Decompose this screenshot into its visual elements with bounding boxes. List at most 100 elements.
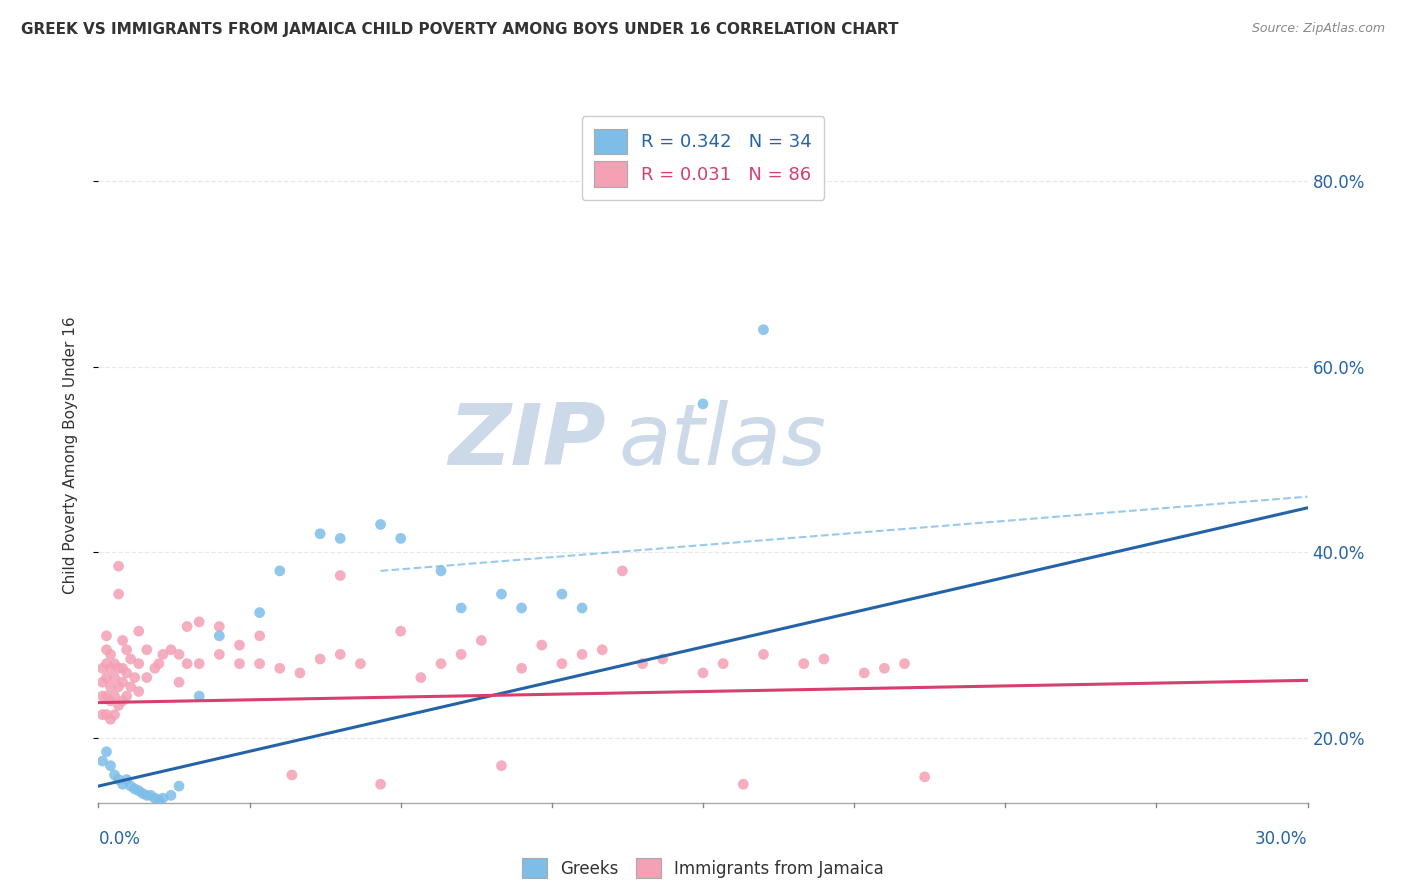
Point — [409, 671, 432, 685]
Point — [100, 680, 122, 694]
Point — [329, 568, 352, 582]
Point — [188, 615, 211, 629]
Point — [309, 526, 332, 541]
Point — [96, 745, 118, 759]
Point — [128, 783, 150, 797]
Point — [249, 606, 271, 620]
Point — [128, 624, 150, 639]
Point — [91, 707, 114, 722]
Point — [167, 648, 190, 662]
Point — [115, 689, 138, 703]
Point — [430, 657, 453, 671]
Point — [115, 642, 138, 657]
Text: GREEK VS IMMIGRANTS FROM JAMAICA CHILD POVERTY AMONG BOYS UNDER 16 CORRELATION C: GREEK VS IMMIGRANTS FROM JAMAICA CHILD P… — [21, 22, 898, 37]
Point — [96, 629, 118, 643]
Point — [128, 684, 150, 698]
Point — [120, 652, 142, 666]
Point — [208, 619, 231, 633]
Point — [96, 689, 118, 703]
Point — [389, 624, 412, 639]
Point — [148, 793, 170, 807]
Point — [793, 657, 815, 671]
Point — [510, 661, 533, 675]
Point — [103, 657, 125, 671]
Point — [491, 758, 513, 772]
Point — [91, 689, 114, 703]
Point — [813, 652, 835, 666]
Point — [107, 661, 129, 675]
Point — [571, 601, 593, 615]
Point — [591, 642, 613, 657]
Point — [208, 629, 231, 643]
Point — [91, 675, 114, 690]
Point — [551, 657, 574, 671]
Point — [269, 564, 291, 578]
Point — [135, 671, 157, 685]
Point — [100, 661, 122, 675]
Point — [152, 648, 174, 662]
Point — [329, 532, 352, 546]
Text: atlas: atlas — [619, 400, 827, 483]
Point — [530, 638, 553, 652]
Point — [115, 665, 138, 680]
Text: ZIP: ZIP — [449, 400, 606, 483]
Point — [120, 779, 142, 793]
Point — [107, 772, 129, 787]
Point — [100, 758, 122, 772]
Point — [176, 657, 198, 671]
Point — [103, 671, 125, 685]
Point — [752, 648, 775, 662]
Point — [167, 779, 190, 793]
Point — [96, 657, 118, 671]
Point — [651, 652, 673, 666]
Point — [281, 768, 304, 782]
Point — [128, 657, 150, 671]
Point — [120, 680, 142, 694]
Point — [107, 587, 129, 601]
Point — [873, 661, 896, 675]
Point — [139, 789, 162, 803]
Point — [111, 661, 134, 675]
Point — [111, 633, 134, 648]
Point — [100, 648, 122, 662]
Point — [692, 665, 714, 680]
Point — [752, 323, 775, 337]
Point — [96, 642, 118, 657]
Point — [370, 777, 392, 791]
Point — [124, 781, 146, 796]
Text: 30.0%: 30.0% — [1256, 830, 1308, 847]
Point — [612, 564, 634, 578]
Point — [228, 638, 250, 652]
Point — [853, 665, 876, 680]
Point — [249, 629, 271, 643]
Text: 0.0%: 0.0% — [98, 830, 141, 847]
Point — [430, 564, 453, 578]
Point — [208, 648, 231, 662]
Point — [389, 532, 412, 546]
Point — [103, 768, 125, 782]
Point — [107, 559, 129, 574]
Point — [914, 770, 936, 784]
Point — [450, 648, 472, 662]
Point — [733, 777, 755, 791]
Point — [450, 601, 472, 615]
Point — [167, 675, 190, 690]
Point — [329, 648, 352, 662]
Point — [107, 698, 129, 713]
Point — [107, 680, 129, 694]
Point — [96, 707, 118, 722]
Point — [111, 777, 134, 791]
Point — [309, 652, 332, 666]
Point — [96, 671, 118, 685]
Point — [152, 791, 174, 805]
Legend: Greeks, Immigrants from Jamaica: Greeks, Immigrants from Jamaica — [516, 851, 890, 885]
Point — [571, 648, 593, 662]
Point — [470, 633, 492, 648]
Point — [111, 694, 134, 708]
Y-axis label: Child Poverty Among Boys Under 16: Child Poverty Among Boys Under 16 — [63, 316, 77, 594]
Point — [124, 671, 146, 685]
Point — [491, 587, 513, 601]
Point — [188, 657, 211, 671]
Point — [143, 791, 166, 805]
Point — [135, 789, 157, 803]
